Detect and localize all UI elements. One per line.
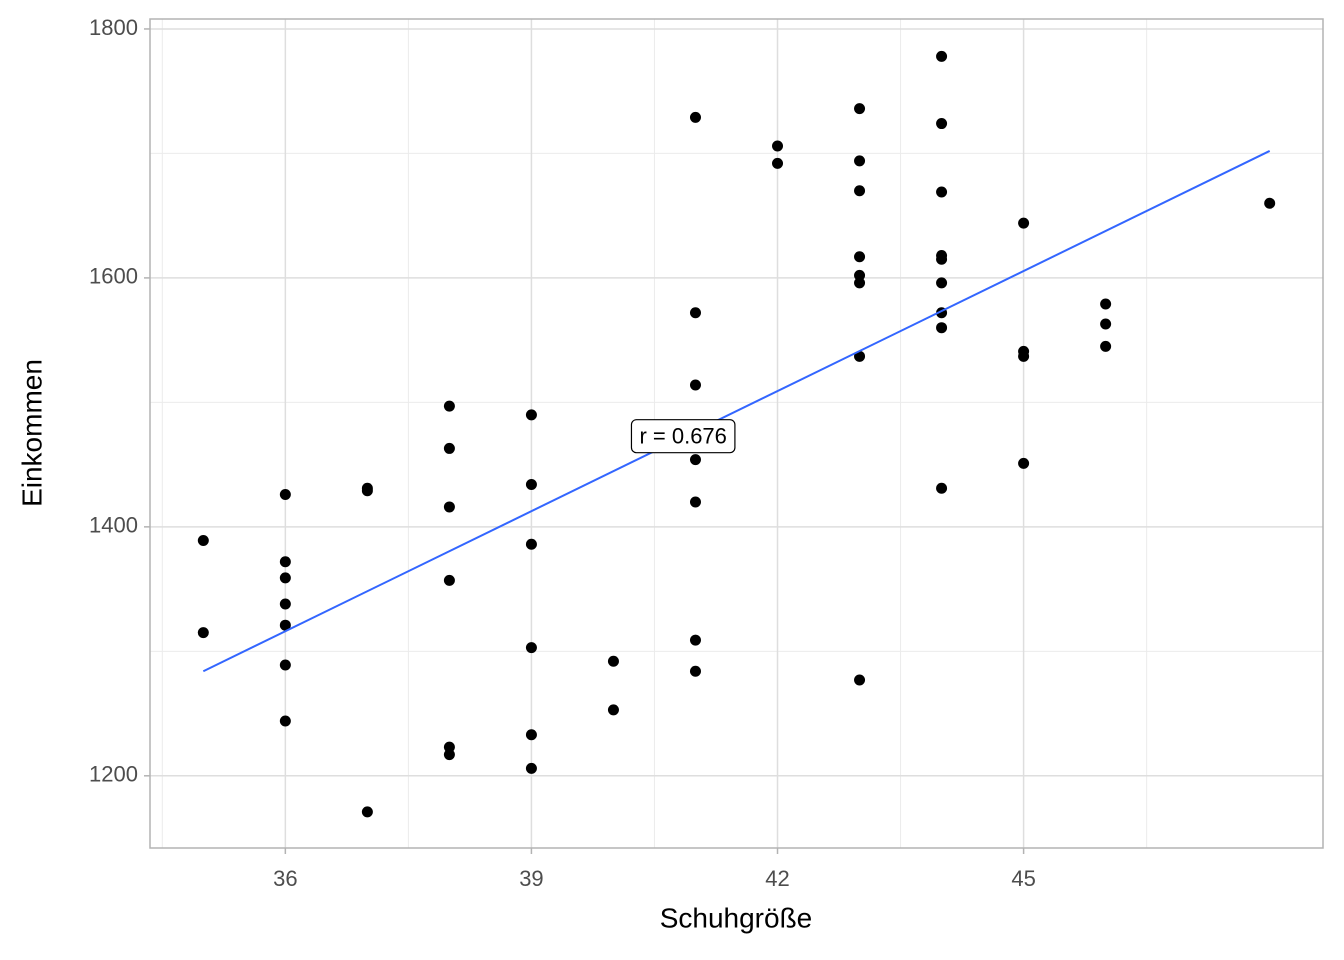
- point: [279, 488, 291, 500]
- point: [854, 277, 866, 289]
- point: [279, 659, 291, 671]
- point: [689, 307, 701, 319]
- y-tick-label: 1400: [89, 513, 138, 538]
- point: [689, 454, 701, 466]
- point: [1264, 197, 1276, 209]
- point: [936, 482, 948, 494]
- point: [1018, 350, 1030, 362]
- panel-border: [149, 18, 1324, 849]
- y-tick-label: 1200: [89, 762, 138, 787]
- point: [689, 111, 701, 123]
- point: [936, 50, 948, 62]
- point: [1100, 298, 1112, 310]
- point: [1018, 457, 1030, 469]
- point: [772, 157, 784, 169]
- point: [772, 140, 784, 152]
- point: [525, 642, 537, 654]
- point: [689, 665, 701, 677]
- y-axis-title: Einkommen: [16, 359, 47, 507]
- point: [1100, 340, 1112, 352]
- point: [443, 442, 455, 454]
- annotation-box: [630, 419, 736, 454]
- point: [936, 277, 948, 289]
- y-tick-label: 1600: [89, 264, 138, 289]
- annotation: r = 0.676: [630, 419, 736, 454]
- annotation-label: r = 0.676: [639, 424, 726, 449]
- point: [854, 350, 866, 362]
- point: [607, 704, 619, 716]
- point: [443, 400, 455, 412]
- point: [1100, 318, 1112, 330]
- x-tick-label: 39: [519, 866, 543, 891]
- y-tick-label: 1800: [89, 15, 138, 40]
- point: [1018, 217, 1030, 229]
- x-axis-title: Schuhgröße: [660, 902, 813, 933]
- point: [689, 496, 701, 508]
- point: [361, 806, 373, 818]
- point: [854, 155, 866, 167]
- point: [936, 118, 948, 130]
- point: [525, 762, 537, 774]
- point: [854, 185, 866, 197]
- point: [525, 409, 537, 421]
- point: [443, 501, 455, 513]
- point: [525, 479, 537, 491]
- point: [279, 715, 291, 727]
- point: [936, 186, 948, 198]
- point: [854, 251, 866, 263]
- x-tick-label: 36: [273, 866, 297, 891]
- x-tick-label: 42: [765, 866, 789, 891]
- point: [936, 322, 948, 334]
- point: [525, 729, 537, 741]
- point: [607, 655, 619, 667]
- point: [443, 574, 455, 586]
- point: [689, 379, 701, 391]
- point: [279, 619, 291, 631]
- point: [279, 572, 291, 584]
- point: [361, 485, 373, 497]
- point: [936, 253, 948, 265]
- x-tick-label: 45: [1011, 866, 1035, 891]
- point: [525, 538, 537, 550]
- point: [279, 598, 291, 610]
- point: [197, 535, 209, 547]
- point: [689, 634, 701, 646]
- point: [279, 556, 291, 568]
- point: [854, 103, 866, 115]
- point: [854, 674, 866, 686]
- point: [443, 749, 455, 761]
- point: [197, 627, 209, 639]
- regression-line: [202, 150, 1271, 673]
